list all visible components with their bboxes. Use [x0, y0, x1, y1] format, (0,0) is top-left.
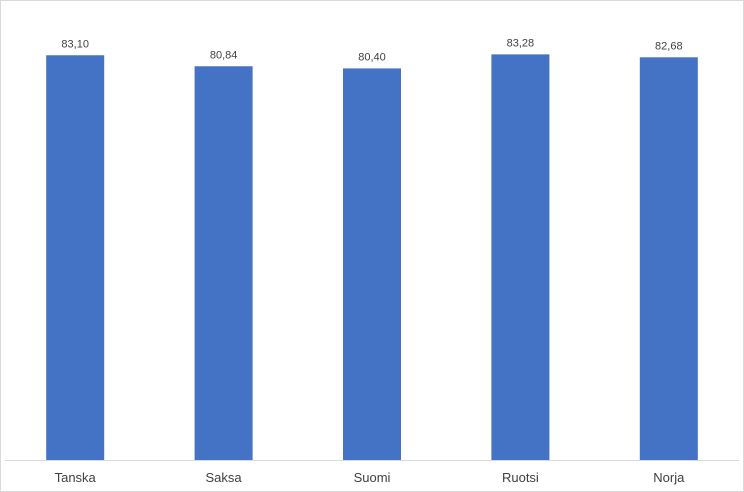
data-label-saksa: 80,84	[210, 49, 238, 61]
bar-norja	[639, 57, 698, 460]
bar-saksa	[194, 66, 253, 460]
category-label-ruotsi: Ruotsi	[502, 470, 539, 485]
category-label-tanska: Tanska	[55, 470, 97, 485]
data-label-suomi: 80,40	[358, 51, 386, 63]
category-label-suomi: Suomi	[354, 470, 391, 485]
bars-layer	[46, 54, 698, 460]
bar-ruotsi	[491, 54, 550, 460]
category-label-norja: Norja	[653, 470, 685, 485]
labels-layer: 83,10 Tanska 80,84 Saksa 80,40 Suomi 83,28 Ruot…	[55, 37, 685, 485]
data-label-tanska: 83,10	[61, 38, 89, 50]
category-label-saksa: Saksa	[206, 470, 243, 485]
data-label-ruotsi: 83,28	[507, 37, 535, 49]
bar-suomi	[343, 68, 401, 460]
data-label-norja: 82,68	[655, 40, 683, 52]
bar-tanska	[46, 55, 105, 460]
